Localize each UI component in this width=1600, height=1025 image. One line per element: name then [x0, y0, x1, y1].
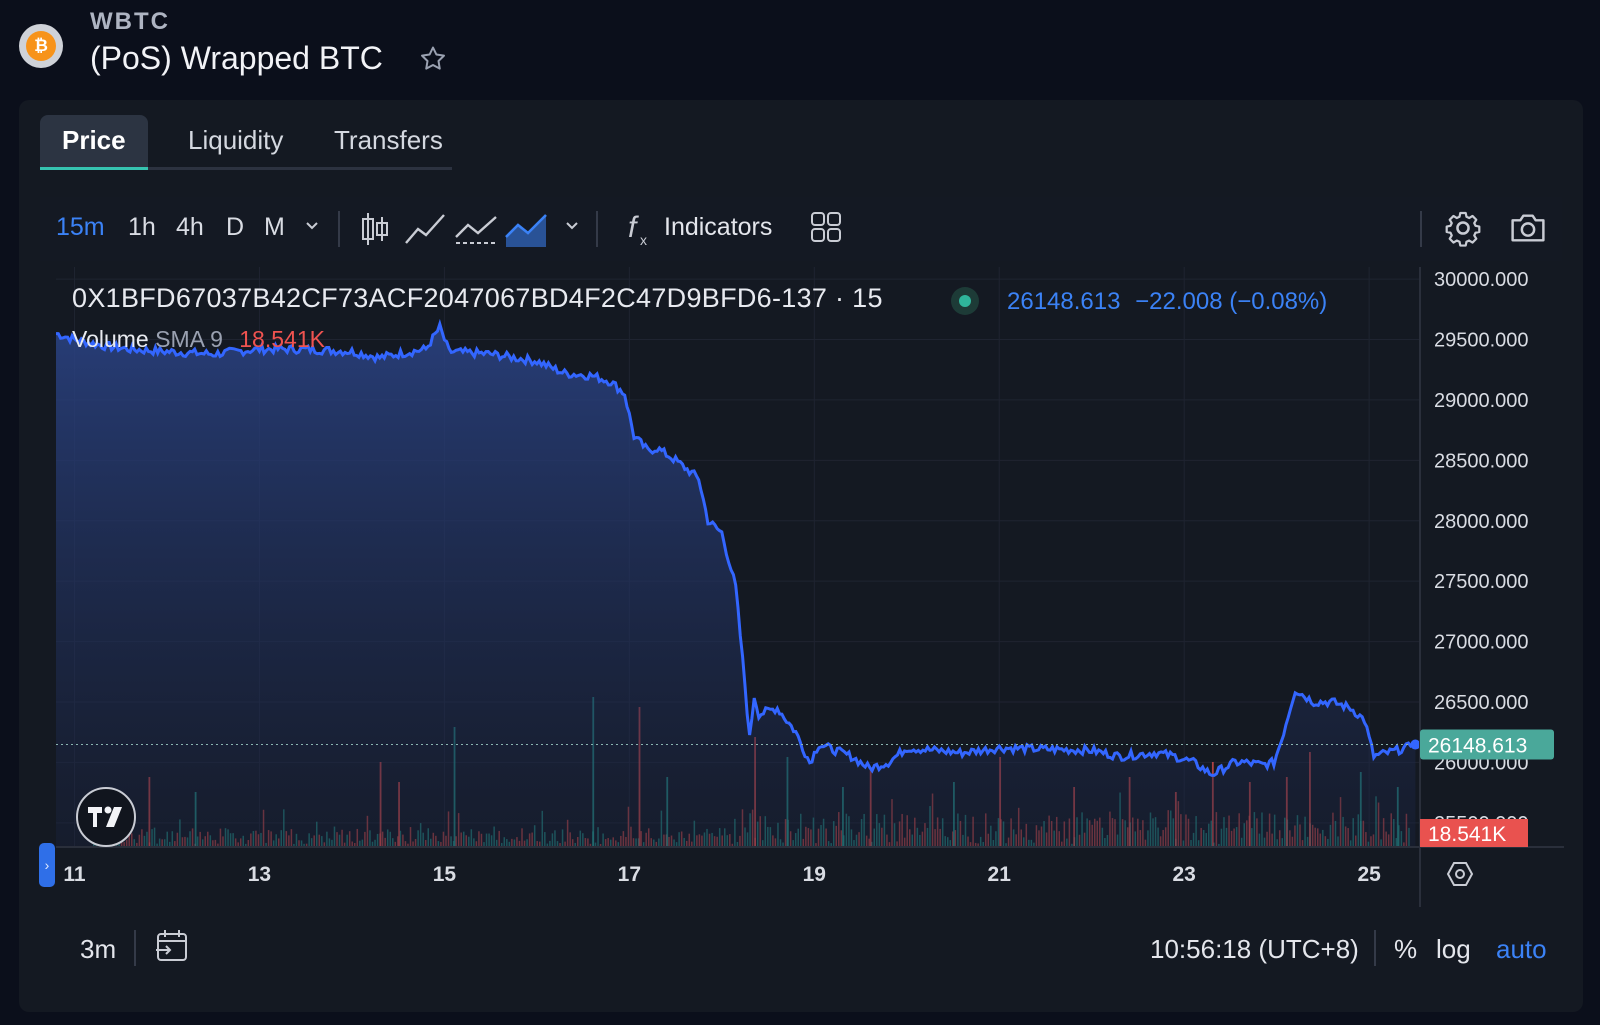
- settings-gear-icon[interactable]: [1444, 209, 1482, 252]
- x-tick-label: 15: [433, 863, 457, 886]
- tab-transfers[interactable]: Transfers: [334, 125, 443, 155]
- token-name: (PoS) Wrapped BTC: [90, 40, 383, 76]
- timeframe-m[interactable]: M: [264, 213, 285, 241]
- last-price-badge-label: 26148.613: [1428, 734, 1527, 757]
- x-tick-label: 23: [1173, 863, 1196, 886]
- candles-icon[interactable]: [360, 207, 390, 256]
- chevron-down-icon[interactable]: [562, 215, 582, 240]
- x-tick-label: 21: [988, 863, 1012, 886]
- svg-text:x: x: [640, 232, 647, 248]
- layout-grid-icon[interactable]: [810, 211, 842, 248]
- auto-toggle[interactable]: auto: [1496, 934, 1547, 964]
- bottom-divider: [134, 930, 136, 966]
- token-symbol: WBTC: [90, 8, 170, 35]
- last-price-badge-bg: [1420, 729, 1554, 760]
- y-tick-label: 29500.000: [1434, 330, 1529, 352]
- bottom-divider: [1374, 930, 1376, 966]
- series-price: 26148.613 −22.008 (−0.08%): [1007, 288, 1327, 316]
- x-tick-label: 25: [1357, 863, 1381, 886]
- y-tick-label: 29000.000: [1434, 390, 1529, 412]
- x-tick-label: 11: [63, 863, 86, 886]
- time-axis: 11 13 15 17 19 21 23 25: [63, 863, 1381, 886]
- y-tick-label: 28500.000: [1434, 450, 1529, 472]
- y-tick-label: 28000.000: [1434, 511, 1529, 533]
- y-tick-label: 30000.000: [1434, 269, 1529, 291]
- timeframe-4h[interactable]: 4h: [176, 213, 204, 241]
- last-price-dot: [1410, 739, 1421, 750]
- toolbar-divider: [1420, 211, 1422, 247]
- calendar-range-icon[interactable]: [154, 928, 190, 971]
- token-header: ₿ WBTC (PoS) Wrapped BTC: [0, 0, 1600, 100]
- tab-liquidity[interactable]: Liquidity: [188, 125, 284, 155]
- camera-icon[interactable]: [1508, 209, 1548, 252]
- tab-price[interactable]: Price: [40, 115, 148, 170]
- tab-bar: Price Liquidity Transfers: [40, 115, 452, 170]
- tradingview-logo[interactable]: [76, 787, 136, 847]
- price-line: [56, 318, 1416, 777]
- series-title: 0X1BFD67037B42CF73ACF2047067BD4F2C47D9BF…: [72, 283, 883, 313]
- x-tick-label: 19: [803, 863, 826, 886]
- chevron-down-icon[interactable]: [302, 215, 322, 240]
- time-display[interactable]: 10:56:18 (UTC+8): [1150, 934, 1359, 964]
- y-tick-label: 27000.000: [1434, 632, 1529, 654]
- price-value: 26148.613: [1007, 288, 1121, 315]
- timeframe-15m[interactable]: 15m: [56, 213, 105, 241]
- status-indicator: [951, 287, 979, 315]
- wbtc-logo: ₿: [19, 24, 63, 68]
- svg-text:f: f: [628, 211, 639, 244]
- volume-badge: 18.541K: [1420, 819, 1528, 847]
- x-tick-label: 13: [248, 863, 271, 886]
- bitcoin-icon: ₿: [26, 31, 56, 61]
- volume-value: 18.541K: [239, 326, 325, 352]
- area-chart-icon[interactable]: [504, 207, 548, 256]
- volume-badge-bg: [1420, 819, 1528, 847]
- dashed-line-icon[interactable]: [454, 207, 498, 256]
- y-tick-label: 27500.000: [1434, 571, 1529, 593]
- percent-toggle[interactable]: %: [1394, 934, 1418, 964]
- sma-label: SMA 9: [155, 326, 223, 352]
- price-change: −22.008 (−0.08%): [1135, 288, 1328, 315]
- range-3m-button[interactable]: 3m: [80, 934, 117, 964]
- toolbar-divider: [596, 211, 598, 247]
- last-price-badge: 26148.613: [1420, 729, 1554, 760]
- scale-settings-icon: [1446, 862, 1474, 886]
- line-chart-icon[interactable]: [404, 207, 446, 256]
- y-tick-label: 26500.000: [1434, 692, 1529, 714]
- timeframe-1h[interactable]: 1h: [128, 213, 156, 241]
- volume-badge-label: 18.541K: [1428, 823, 1506, 846]
- star-icon[interactable]: [418, 44, 448, 82]
- log-toggle[interactable]: log: [1436, 934, 1471, 964]
- x-tick-label: 17: [618, 863, 641, 886]
- chart-bottom-bar: 3m 10:56:18 (UTC+8) % log auto: [56, 912, 1564, 982]
- volume-label: Volume: [72, 326, 149, 352]
- price-chart[interactable]: 30000.000 29500.000 29000.000 28500.000 2800…: [56, 267, 1564, 907]
- toolbar-divider: [338, 211, 340, 247]
- volume-legend: Volume SMA 9 18.541K: [72, 326, 325, 353]
- indicators-button[interactable]: Indicators: [664, 213, 773, 241]
- timeframe-d[interactable]: D: [226, 213, 245, 241]
- side-panel-toggle[interactable]: ›: [39, 843, 55, 887]
